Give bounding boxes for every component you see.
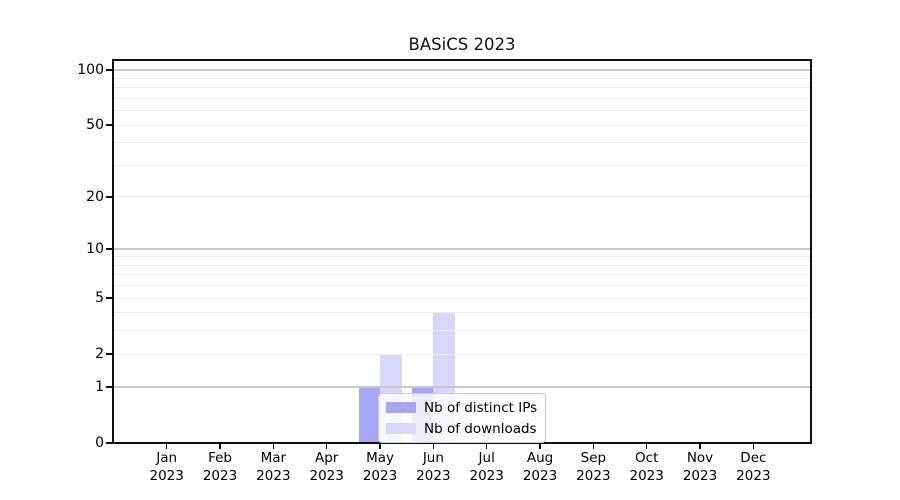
x-tick-mark: [165, 444, 168, 449]
x-tick-year: 2023: [629, 467, 664, 484]
gridline-minor: [114, 164, 810, 166]
x-tick-mark: [485, 444, 488, 449]
gridline-minor: [114, 353, 810, 355]
x-tick-month: Nov: [686, 450, 714, 466]
legend-swatch: [386, 402, 416, 413]
gridline-minor: [114, 124, 810, 126]
x-tick-label: Nov 2023: [665, 450, 735, 485]
x-tick-mark: [325, 444, 328, 449]
x-tick-label: Aug 2023: [505, 450, 575, 485]
x-tick-label: Jan 2023: [132, 450, 202, 485]
x-tick-month: Feb: [208, 450, 232, 466]
y-tick-mark: [106, 442, 112, 444]
x-tick-mark: [272, 444, 275, 449]
x-tick-month: Aug: [526, 450, 554, 466]
gridline-minor: [114, 256, 810, 258]
legend-item: Nb of downloads: [386, 420, 538, 437]
y-tick-mark: [106, 386, 112, 388]
y-tick-label: 5: [95, 290, 104, 307]
x-tick-label: Dec 2023: [718, 450, 788, 485]
x-tick-year: 2023: [736, 467, 771, 484]
gridline-minor: [114, 97, 810, 99]
gridline-minor: [114, 297, 810, 299]
y-tick-mark: [106, 196, 112, 198]
x-tick-label: Sep 2023: [558, 450, 628, 485]
x-tick-mark: [592, 444, 595, 449]
y-tick-mark: [106, 297, 112, 299]
gridline-minor: [114, 142, 810, 144]
gridline-minor: [114, 196, 810, 198]
x-tick-month: Apr: [315, 450, 339, 466]
legend-swatch: [386, 423, 416, 434]
legend-label: Nb of distinct IPs: [424, 399, 538, 416]
x-tick-month: Jan: [156, 450, 178, 466]
x-tick-month: Sep: [580, 450, 607, 466]
x-tick-label: Feb 2023: [185, 450, 255, 485]
x-tick-label: Jun 2023: [398, 450, 468, 485]
y-tick-mark: [106, 353, 112, 355]
x-tick-mark: [379, 444, 381, 449]
x-tick-mark: [539, 444, 541, 449]
y-tick-label: 0: [95, 435, 104, 451]
y-tick-label: 10: [86, 241, 104, 258]
gridline-major: [114, 69, 810, 71]
x-tick-year: 2023: [202, 467, 238, 484]
x-tick-mark: [699, 444, 701, 449]
x-tick-mark: [645, 444, 648, 449]
y-tick-label: 50: [86, 117, 104, 134]
x-tick-month: Jul: [478, 450, 495, 466]
y-tick-mark: [106, 124, 112, 127]
x-tick-month: Oct: [635, 450, 659, 466]
gridline-minor: [114, 77, 810, 79]
x-tick-month: May: [366, 450, 394, 466]
gridline-major: [114, 248, 810, 250]
x-tick-year: 2023: [309, 467, 344, 484]
gridline-minor: [114, 330, 810, 332]
x-tick-year: 2023: [576, 467, 611, 484]
gridline-minor: [114, 87, 810, 89]
x-tick-label: Apr 2023: [292, 450, 362, 485]
x-tick-label: Oct 2023: [612, 450, 682, 485]
y-tick-mark: [106, 69, 112, 71]
y-tick-mark: [106, 248, 112, 250]
legend-item: Nb of distinct IPs: [386, 399, 538, 416]
y-tick-label: 1: [95, 378, 104, 395]
x-tick-year: 2023: [416, 467, 451, 484]
x-tick-mark: [432, 444, 435, 449]
x-tick-month: Jun: [422, 450, 444, 466]
legend-label: Nb of downloads: [424, 420, 537, 437]
x-tick-year: 2023: [469, 467, 504, 484]
x-tick-month: Dec: [740, 450, 767, 466]
gridline-major: [114, 386, 810, 388]
x-tick-mark: [219, 444, 221, 449]
gridline-minor: [114, 274, 810, 276]
y-tick-label: 100: [77, 61, 104, 78]
x-tick-year: 2023: [682, 467, 718, 484]
x-tick-month: Mar: [260, 450, 287, 466]
gridline-minor: [114, 110, 810, 112]
y-tick-label: 20: [86, 188, 104, 205]
chart-title: BASiCS 2023: [408, 35, 516, 54]
x-tick-label: May 2023: [345, 450, 415, 485]
gridline-minor: [114, 264, 810, 266]
x-tick-year: 2023: [362, 467, 398, 484]
x-tick-mark: [752, 444, 755, 449]
x-tick-year: 2023: [149, 467, 184, 484]
legend: Nb of distinct IPs Nb of downloads: [378, 393, 546, 443]
x-tick-year: 2023: [256, 467, 291, 484]
x-tick-label: Mar 2023: [238, 450, 308, 485]
x-tick-label: Jul 2023: [452, 450, 522, 485]
bar-nb-of-distinct-ips-may: [358, 386, 381, 443]
x-tick-year: 2023: [522, 467, 558, 484]
y-tick-label: 2: [95, 346, 104, 363]
gridline-minor: [114, 285, 810, 287]
gridline-minor: [114, 312, 810, 314]
